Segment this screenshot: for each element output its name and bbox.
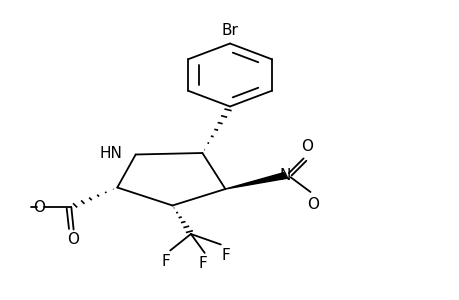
Text: F: F — [161, 254, 170, 268]
Text: HN: HN — [100, 146, 123, 160]
Text: O: O — [306, 197, 318, 212]
Text: F: F — [197, 256, 207, 272]
Polygon shape — [225, 173, 286, 189]
Text: F: F — [220, 248, 230, 262]
Text: O: O — [301, 139, 313, 154]
Text: N: N — [279, 168, 290, 183]
Text: Br: Br — [221, 23, 238, 38]
Text: O: O — [33, 200, 45, 214]
Text: O: O — [67, 232, 79, 247]
